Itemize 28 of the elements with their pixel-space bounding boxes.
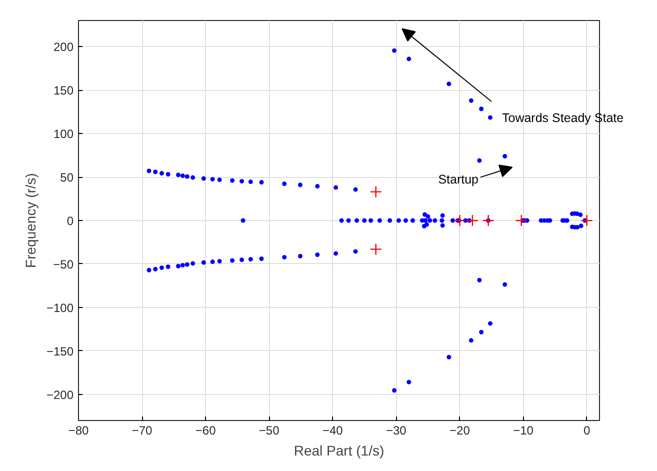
y-axis-title: Frequency (r/s) [22,173,38,268]
point [370,186,382,198]
point [466,214,479,227]
y-tick-label: 50 [60,170,74,185]
x-tick-label: −30 [386,424,407,438]
y-tick-label: −50 [53,257,74,272]
y-tick-label: −200 [46,388,74,402]
x-tick-label: −50 [258,424,280,438]
point [580,214,593,227]
point [454,214,466,227]
y-tick-label: −150 [46,344,74,358]
y-tick-label: −100 [46,300,74,315]
point [482,214,494,227]
x-tick-label: 0 [583,424,590,438]
y-tick-label: 200 [53,40,74,54]
x-tick-label: −40 [322,424,344,438]
x-tick-label: −80 [68,424,90,438]
point [515,214,528,227]
y-tick-label: 100 [53,127,74,142]
x-axis-title: Real Part (1/s) [294,442,384,458]
y-tick-label: 150 [53,84,74,98]
x-tick-label: −10 [513,424,534,438]
x-tick-label: −70 [132,424,153,438]
point [370,243,382,256]
x-tick-label: −20 [450,424,470,438]
annotation: Startup [438,172,479,186]
x-tick-label: −60 [195,424,216,438]
y-tick-label: 0 [66,214,74,228]
